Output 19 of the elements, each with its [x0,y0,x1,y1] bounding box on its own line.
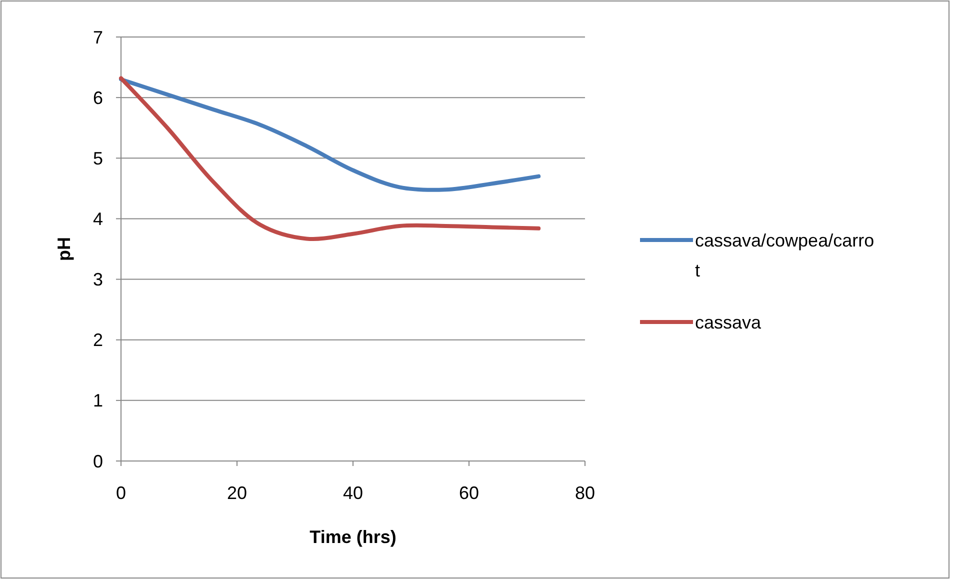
y-tick-label: 1 [92,390,103,411]
x-tick-label: 60 [458,483,480,503]
x-tick-label: 80 [574,483,596,503]
line-series [119,77,541,192]
x-tick-label: 0 [116,483,126,503]
y-tick-label: 6 [92,88,103,108]
x-tick-label: 40 [342,483,364,503]
legend-label: cassava/cowpea/carrot [695,230,874,280]
y-tick-label: 7 [92,27,103,48]
line-series [119,76,541,241]
y-axis-title: pH [54,237,74,261]
legend-label: cassava [695,312,762,332]
x-axis-title: Time (hrs) [310,527,396,547]
y-tick-label: 2 [92,330,103,350]
y-tick-label: 4 [92,209,103,230]
x-tick-label: 20 [226,483,248,503]
y-tick-label: 0 [92,451,103,472]
y-tick-label: 3 [92,270,103,290]
y-tick-label: 5 [92,148,103,168]
